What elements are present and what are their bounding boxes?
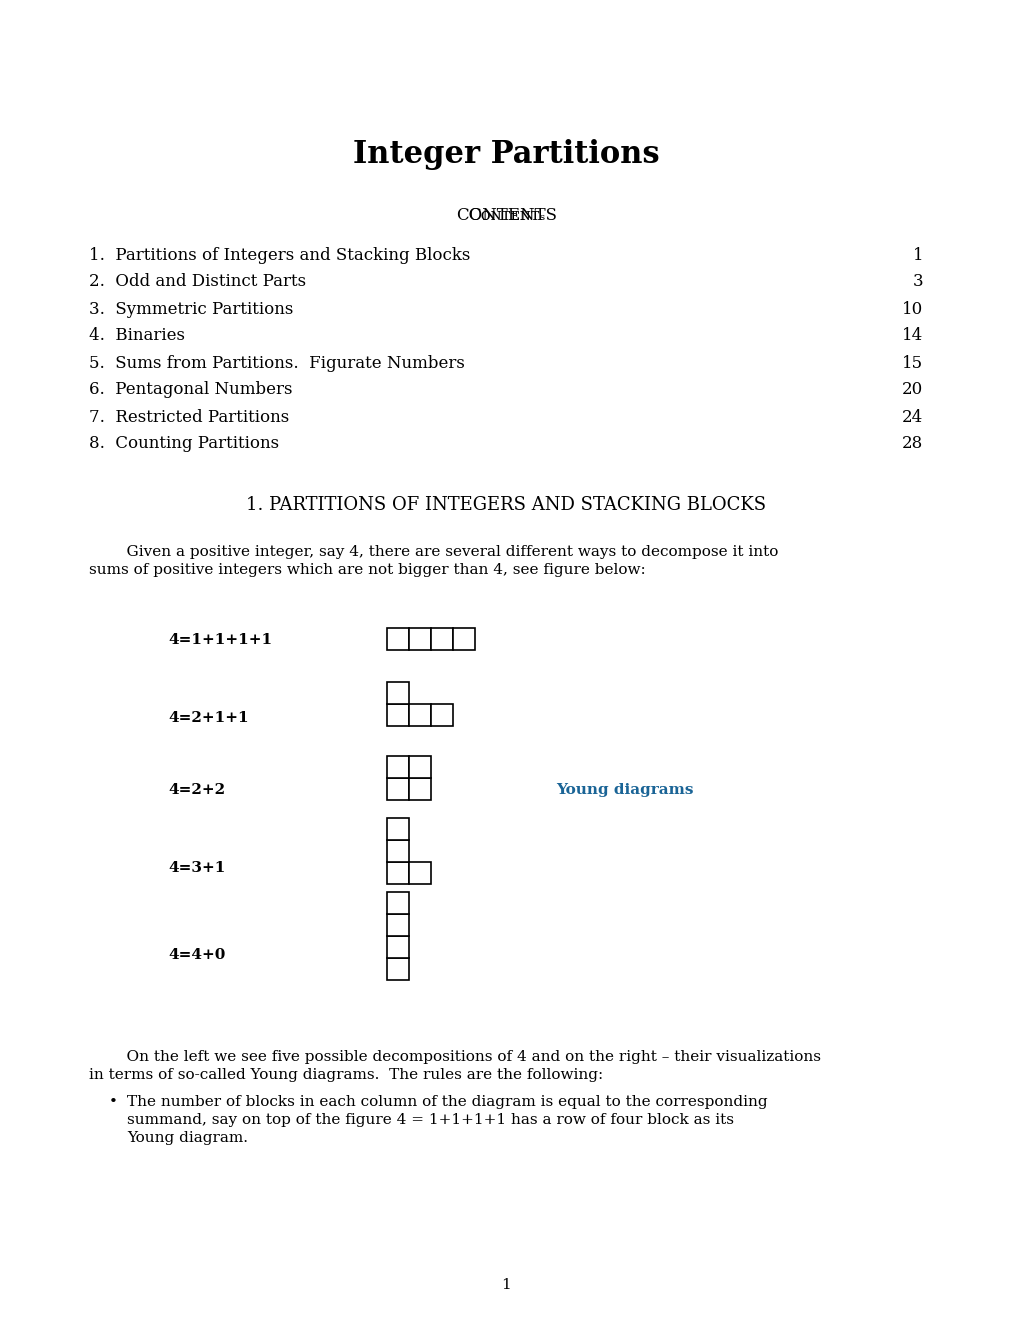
Text: 28: 28 [901,436,922,453]
Text: sums of positive integers which are not bigger than 4, see figure below:: sums of positive integers which are not … [90,564,645,577]
Text: Integer Partitions: Integer Partitions [353,140,659,170]
Bar [430,704,452,726]
Bar [387,756,409,777]
Bar [409,628,430,649]
Text: 1: 1 [501,1278,511,1292]
Bar [387,682,409,704]
Text: •: • [109,1096,118,1109]
Text: 4=2+2: 4=2+2 [168,783,225,797]
Bar [387,913,409,936]
Bar [430,628,452,649]
Bar [387,862,409,884]
Text: 4=4+0: 4=4+0 [168,948,226,962]
Text: 5.  Sums from Partitions.  Figurate Numbers: 5. Sums from Partitions. Figurate Number… [90,355,465,371]
Text: 15: 15 [902,355,922,371]
Bar [387,958,409,979]
Bar [387,840,409,862]
Text: 4.  Binaries: 4. Binaries [90,327,185,345]
Text: 3.  Symmetric Partitions: 3. Symmetric Partitions [90,301,293,318]
Bar [387,892,409,913]
Text: Young diagrams: Young diagrams [555,783,693,797]
Text: CONTENTS: CONTENTS [455,206,556,223]
Text: 4=1+1+1+1: 4=1+1+1+1 [168,634,273,647]
Bar [387,704,409,726]
Text: 1: 1 [912,247,922,264]
Text: 1. PARTITIONS OF INTEGERS AND STACKING BLOCKS: 1. PARTITIONS OF INTEGERS AND STACKING B… [247,496,765,513]
Text: 4=3+1: 4=3+1 [168,861,226,875]
Text: 4=2+1+1: 4=2+1+1 [168,711,250,725]
Bar [387,777,409,800]
Text: Cᴏɴᴛᴇɴᴛₛ: Cᴏɴᴛᴇɴᴛₛ [468,206,544,223]
Text: Given a positive integer, say 4, there are several different ways to decompose i: Given a positive integer, say 4, there a… [107,545,777,558]
Text: 20: 20 [901,381,922,399]
Text: The number of blocks in each column of the diagram is equal to the corresponding: The number of blocks in each column of t… [127,1096,767,1109]
Text: 24: 24 [901,408,922,425]
Bar [387,628,409,649]
Text: 1.  Partitions of Integers and Stacking Blocks: 1. Partitions of Integers and Stacking B… [90,247,471,264]
Bar [387,936,409,958]
Bar [409,704,430,726]
Text: 14: 14 [901,327,922,345]
Text: 6.  Pentagonal Numbers: 6. Pentagonal Numbers [90,381,292,399]
Text: in terms of so-called Young diagrams.  The rules are the following:: in terms of so-called Young diagrams. Th… [90,1068,603,1082]
Text: On the left we see five possible decompositions of 4 and on the right – their vi: On the left we see five possible decompo… [107,1049,820,1064]
Text: Young diagram.: Young diagram. [127,1131,248,1144]
Bar [387,818,409,840]
Bar [409,777,430,800]
Text: 7.  Restricted Partitions: 7. Restricted Partitions [90,408,289,425]
Text: 8.  Counting Partitions: 8. Counting Partitions [90,436,279,453]
Bar [409,756,430,777]
Text: 10: 10 [901,301,922,318]
Text: summand, say on top of the figure 4 = 1+1+1+1 has a row of four block as its: summand, say on top of the figure 4 = 1+… [127,1113,734,1127]
Bar [452,628,474,649]
Text: 2.  Odd and Distinct Parts: 2. Odd and Distinct Parts [90,273,306,290]
Bar [409,862,430,884]
Text: 3: 3 [912,273,922,290]
